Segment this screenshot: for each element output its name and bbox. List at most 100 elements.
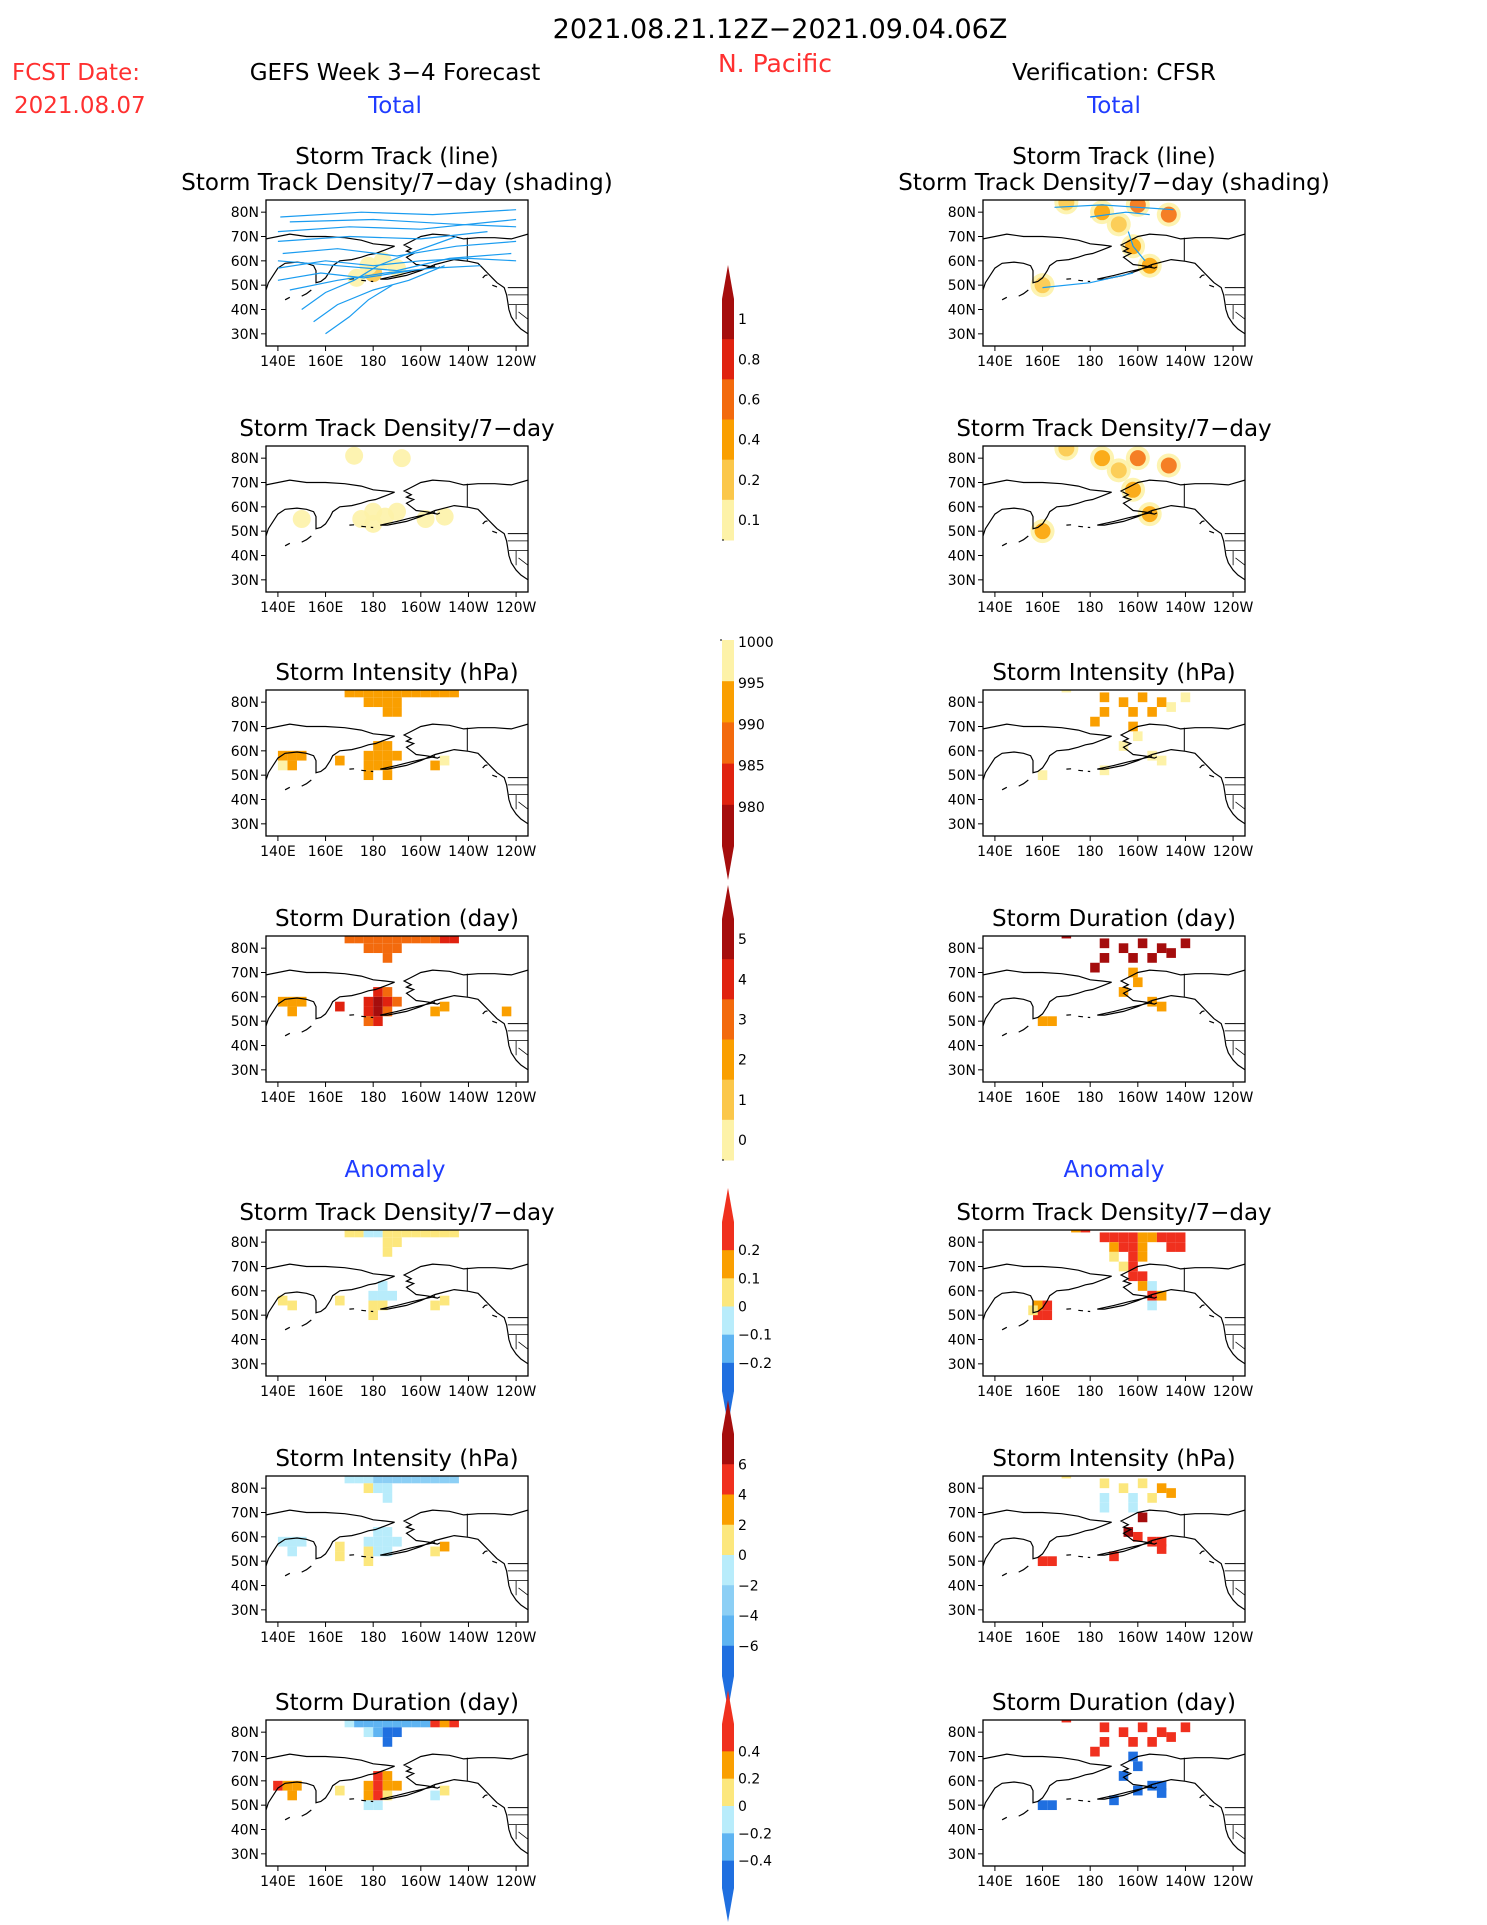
grid-cell [377,1300,388,1311]
storm-track-line [277,252,512,272]
grid-cell [1128,1271,1138,1282]
grid-cell [430,690,440,698]
coastline [492,774,498,778]
colorbar-label: 1 [738,312,747,328]
coastline [284,786,291,791]
state-border [1235,801,1245,810]
map-frame [982,935,1246,1083]
state-border [518,1047,528,1056]
lat-tick-label: 40N [948,303,976,319]
colorbar-swatch [722,339,734,380]
lon-tick-label: 120W [496,1630,537,1646]
colorbar-swatch [722,1434,734,1465]
grid-cell [1037,1800,1048,1811]
grid-cell [1137,1722,1148,1733]
lat-tick-label: 70N [231,966,259,982]
lon-tick-label: 160E [1025,1384,1061,1400]
colorbar-swatch [722,1079,734,1121]
colorbar-swatch [722,1615,734,1647]
grid-cell [1156,1544,1167,1554]
coastline [1078,1799,1084,1802]
grid-cell [273,1780,283,1791]
grid-cell [430,1790,440,1801]
colorbar-label: −0.2 [738,1356,772,1372]
lat-tick-label: 40N [948,1039,976,1055]
coastline [284,1816,291,1821]
colorbar-label: 0 [738,1300,747,1316]
grid-cell [277,750,288,761]
grid-cell [1156,755,1167,766]
coastline [482,1550,488,1555]
grid-cell [287,996,297,1007]
lon-tick-label: 140W [448,844,489,860]
grid-cell [1099,692,1110,703]
grid-cell [1128,1737,1138,1747]
lon-tick-label: 140E [260,844,296,860]
grid-cell [1109,1551,1119,1562]
colorbar-swatch [722,1119,734,1161]
lat-tick-label: 50N [231,1308,259,1324]
lon-tick-label: 140W [1165,354,1206,370]
state-border [1235,1047,1245,1056]
lat-tick-label: 30N [948,327,976,343]
grid-cell [363,1800,374,1811]
grid-cell [344,1720,355,1728]
lat-tick-label: 40N [231,1039,259,1055]
grid-cell [287,760,297,771]
grid-cell [449,1476,459,1484]
grid-cell [1175,1242,1186,1252]
grid-cell [373,936,383,944]
lat-tick-label: 70N [231,1260,259,1276]
colorbar-label: 0.1 [738,1271,760,1287]
coastline [380,1263,528,1365]
grid-cell [420,936,431,944]
storm-track-line [289,218,517,228]
lat-tick-label: 80N [231,695,259,711]
coastline [361,525,367,528]
grid-cell [392,1230,402,1238]
lon-tick-label: 180 [360,600,387,616]
colorbar-label: −0.2 [738,1826,772,1842]
grid-cell [1037,770,1048,781]
coastline [492,1020,498,1024]
grid-cell [363,697,374,708]
grid-cell [1147,1536,1157,1547]
lon-tick-label: 140W [1165,1874,1206,1890]
density-blob-core [1129,450,1146,467]
lat-tick-label: 50N [231,1554,259,1570]
map-frame [982,199,1246,347]
grid-cell [1137,1512,1148,1523]
colorbar-swatch [722,1362,734,1392]
grid-cell [1137,692,1148,703]
lat-tick-label: 70N [231,1506,259,1522]
coastline [266,723,395,781]
coastline [1097,1263,1245,1365]
grid-cell [335,1551,345,1562]
lat-tick-label: 60N [948,1774,976,1790]
colorbar-label: 0.6 [738,392,760,408]
coastline [361,1015,367,1018]
grid-cell [420,1720,431,1728]
grid-cell [411,690,421,698]
grid-cell [363,760,374,771]
coastline [1199,274,1205,279]
lat-tick-label: 50N [948,1798,976,1814]
grid-cell [1166,1232,1176,1243]
colorbar-arrow-top [722,1188,734,1222]
grid-cell [430,1006,440,1017]
colorbar-swatch [722,1524,734,1556]
state-border [518,1831,528,1840]
grid-cell [1156,1290,1167,1301]
lat-tick-label: 40N [231,1579,259,1595]
grid-cell [1175,1232,1186,1243]
grid-cell [287,1006,297,1017]
coastline [380,723,528,825]
lon-tick-label: 140E [977,600,1013,616]
coastline [492,530,498,534]
grid-cell [382,1483,393,1494]
panel-title: Storm Duration (day) [275,1690,519,1716]
coastline [1209,1804,1215,1808]
coastline [1078,769,1084,772]
grid-cell [287,1536,297,1547]
grid-cell [1156,943,1167,954]
